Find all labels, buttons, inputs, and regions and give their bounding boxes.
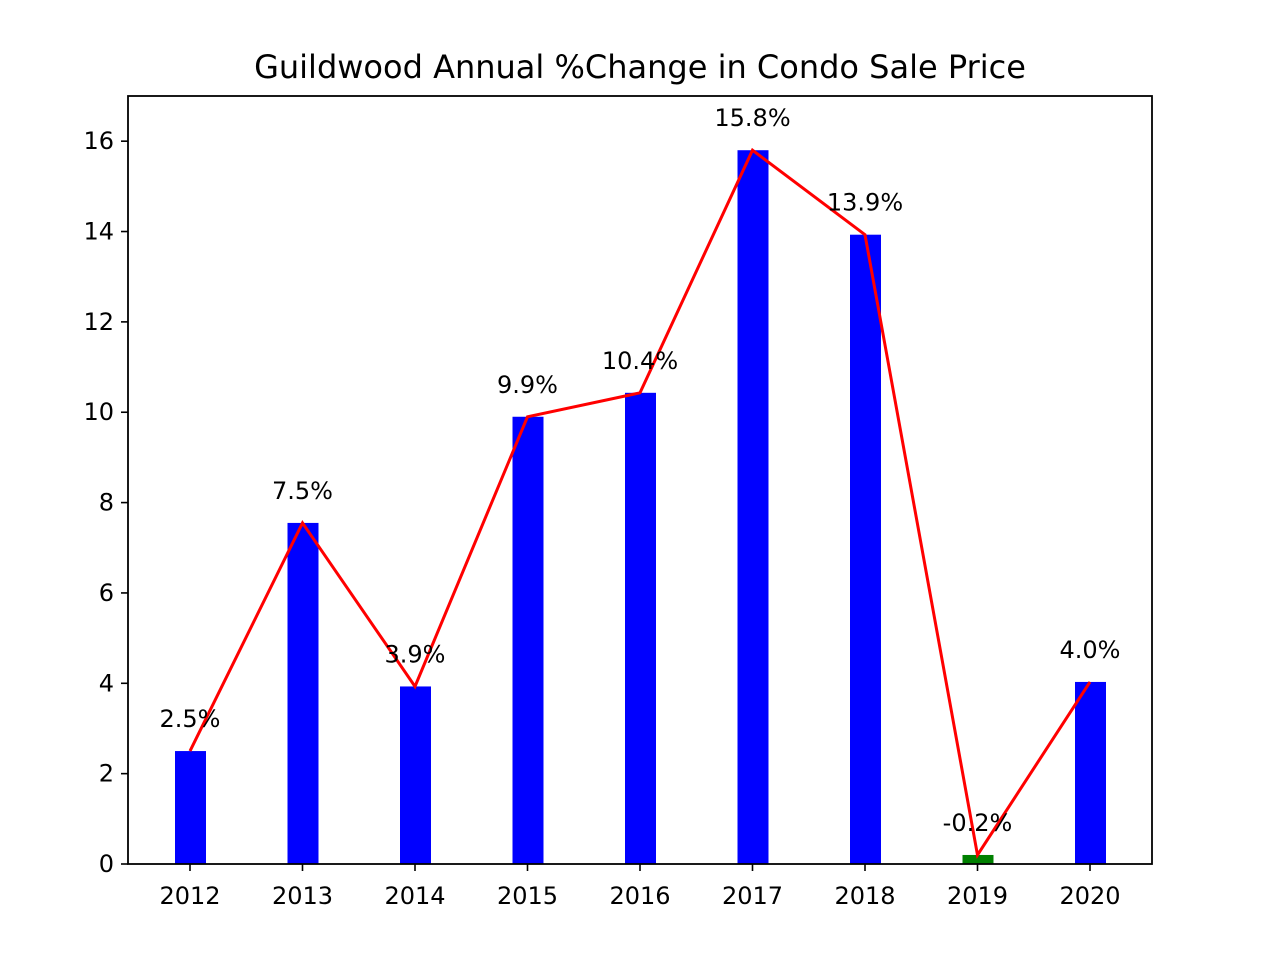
data-label-2014: 3.9% <box>385 640 446 668</box>
y-tick-label: 16 <box>83 127 114 155</box>
y-tick-label: 14 <box>83 218 114 246</box>
y-tick-label: 8 <box>99 489 114 517</box>
y-tick-label: 12 <box>83 308 114 336</box>
y-tick-label: 0 <box>99 850 114 878</box>
data-label-2012: 2.5% <box>160 705 221 733</box>
y-tick-label: 4 <box>99 669 114 697</box>
data-label-2020: 4.0% <box>1060 636 1121 664</box>
y-tick-label: 6 <box>99 579 114 607</box>
bar-2017 <box>737 150 769 864</box>
data-label-2019: -0.2% <box>943 809 1013 837</box>
trend-line-layer <box>188 147 1092 859</box>
x-tick-label: 2012 <box>159 882 220 910</box>
data-labels-layer: 2.5% 7.5% 3.9% 9.9% 10.4% 15.8% 13.9% -0.2% 4.0% <box>160 104 1121 837</box>
y-axis: 0 2 4 6 8 10 12 14 16 <box>83 127 128 878</box>
bar-2020 <box>1075 681 1106 864</box>
x-axis: 2012 2013 2014 2015 2016 2017 2018 2019 2020 <box>159 864 1121 910</box>
x-tick-label: 2013 <box>272 882 333 910</box>
bar-2012 <box>175 751 206 864</box>
bar-2019 <box>962 854 994 864</box>
data-label-2018: 13.9% <box>827 189 903 217</box>
data-label-2016: 10.4% <box>602 347 678 375</box>
x-tick-label: 2020 <box>1059 882 1120 910</box>
x-tick-label: 2019 <box>947 882 1008 910</box>
bar-2018 <box>850 234 881 864</box>
chart-title: Guildwood Annual %Change in Condo Sale P… <box>254 48 1026 86</box>
x-tick-label: 2015 <box>497 882 558 910</box>
data-label-2017: 15.8% <box>714 104 790 132</box>
data-label-2013: 7.5% <box>272 477 333 505</box>
bar-2014 <box>400 686 431 864</box>
bars-layer <box>175 150 1106 864</box>
x-tick-label: 2017 <box>722 882 783 910</box>
x-tick-label: 2018 <box>834 882 895 910</box>
data-label-2015: 9.9% <box>497 371 558 399</box>
bar-2016 <box>625 392 656 864</box>
trend-line <box>188 147 1092 859</box>
y-tick-label: 10 <box>83 398 114 426</box>
bar-2015 <box>512 416 544 864</box>
x-tick-label: 2014 <box>384 882 445 910</box>
x-tick-label: 2016 <box>609 882 670 910</box>
y-tick-label: 2 <box>99 760 114 788</box>
bar-2013 <box>287 522 319 864</box>
